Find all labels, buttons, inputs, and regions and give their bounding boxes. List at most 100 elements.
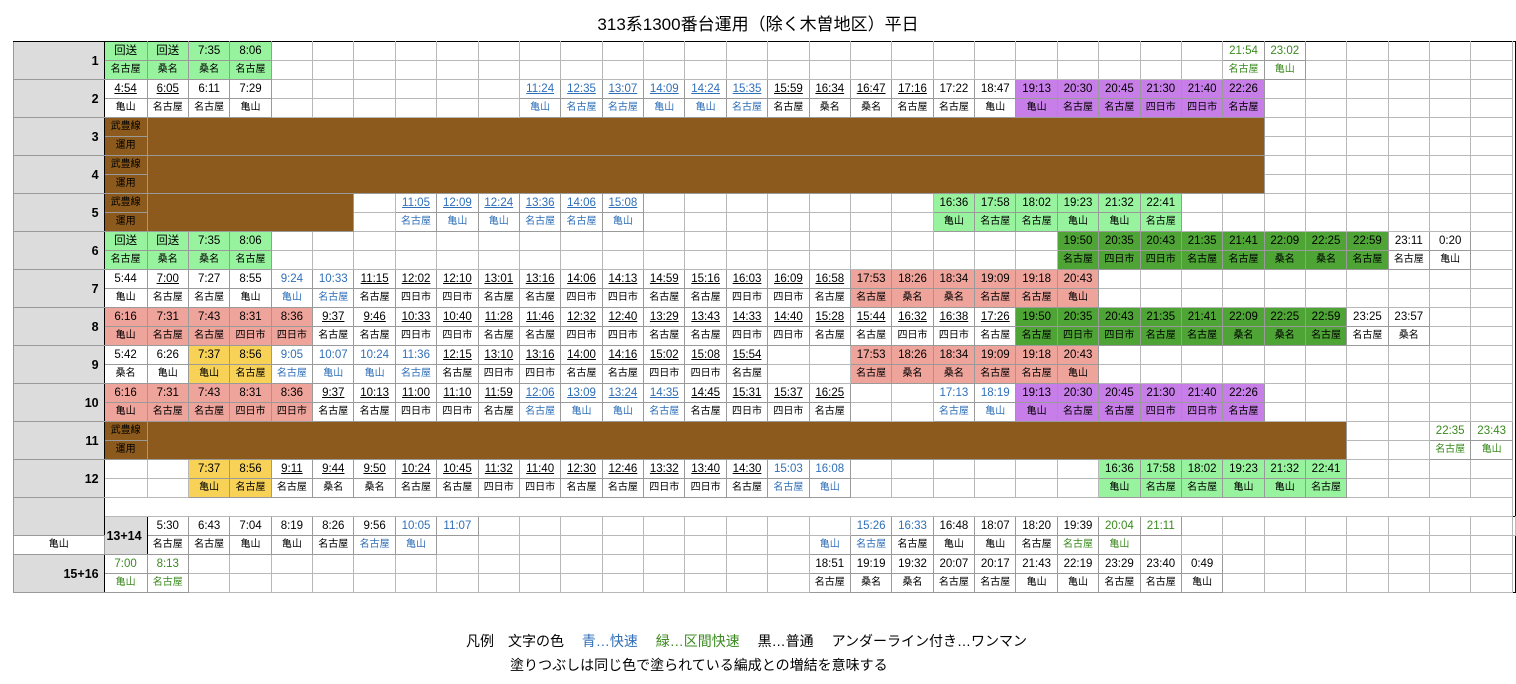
empty-cell [1222, 193, 1265, 213]
unit-number: 7 [13, 269, 105, 308]
destination: 名古屋 [518, 402, 562, 422]
empty-cell [270, 554, 314, 574]
unit-row-dest: 亀山 名古屋 名古屋 四日市 四日市 名古屋 名古屋 四日市 四日市 名古屋 名古屋 四日市 四日市 名古… [14, 326, 1516, 346]
empty-cell [1015, 250, 1058, 270]
brown-line-start: 武豊線 [103, 193, 148, 213]
departure-time: 22:41 [1304, 459, 1348, 479]
empty-cell [1428, 155, 1472, 175]
destination: 名古屋 [187, 402, 231, 422]
empty-cell [1180, 193, 1224, 213]
departure-time: 回送 [146, 231, 189, 251]
legend-rapid: 青…快速 [581, 633, 638, 649]
empty-cell [767, 554, 810, 574]
empty-cell [725, 212, 769, 232]
empty-cell [477, 250, 520, 270]
departure-time: 18:02 [1180, 459, 1224, 479]
empty-cell [643, 212, 686, 232]
departure-time: 回送 [146, 41, 189, 61]
destination: 名古屋 [1139, 212, 1182, 232]
empty-cell [1263, 212, 1306, 232]
destination: 四日市 [229, 402, 272, 422]
empty-cell [1222, 269, 1265, 289]
destination: 名古屋 [974, 364, 1017, 384]
empty-cell [270, 79, 314, 99]
empty-cell [1346, 288, 1389, 308]
departure-time: 19:18 [1015, 269, 1058, 289]
departure-time: 12:40 [601, 307, 645, 327]
departure-time: 6:43 [187, 516, 231, 536]
departure-time: 14:09 [643, 79, 686, 99]
unit-row: 5 武豊線 11:05 12:09 12:24 13:36 14:06 15:08 16:36 1… [13, 193, 1516, 232]
empty-cell [1304, 174, 1348, 194]
empty-cell [353, 573, 396, 593]
destination: 亀山 [394, 535, 438, 555]
departure-time: 23:29 [1098, 554, 1141, 574]
empty-cell [1304, 554, 1348, 574]
empty-cell [518, 554, 562, 574]
departure-time: 20:04 [1098, 516, 1141, 536]
empty-cell [560, 231, 603, 251]
departure-time: 11:05 [394, 193, 438, 213]
empty-cell [1470, 136, 1513, 156]
empty-cell [394, 98, 438, 118]
empty-cell [932, 250, 976, 270]
empty-cell [229, 554, 272, 574]
destination: 桑名 [932, 288, 976, 308]
destination: 名古屋 [187, 98, 231, 118]
empty-cell [1139, 269, 1182, 289]
legend-fill-note: 塗りつぶしは同じ色で塗られている編成との増結を意味する [510, 657, 888, 673]
legend-prefix: 凡例 文字の色 [466, 633, 564, 649]
empty-cell [1428, 459, 1472, 479]
empty-cell [1180, 212, 1224, 232]
departure-time: 21:32 [1263, 459, 1306, 479]
departure-time: 13:36 [518, 193, 562, 213]
destination: 亀山 [353, 364, 396, 384]
destination: 名古屋 [684, 326, 727, 346]
unit-row-dest: 亀山 名古屋 名古屋 桑名 桑名 名古屋 名古屋 亀山 亀山 名古屋 名古屋 亀山 [14, 573, 1516, 593]
destination: 亀山 [560, 402, 603, 422]
empty-cell [601, 250, 645, 270]
empty-cell [394, 554, 438, 574]
destination: 名古屋 [808, 573, 851, 593]
destination: 亀山 [1015, 573, 1058, 593]
destination: 名古屋 [270, 364, 314, 384]
destination: 亀山 [1222, 478, 1265, 498]
departure-time: 20:43 [1139, 231, 1182, 251]
empty-cell [1470, 478, 1513, 498]
destination: 名古屋 [1387, 250, 1431, 270]
departure-time: 16:36 [932, 193, 976, 213]
departure-time: 19:13 [1015, 79, 1058, 99]
empty-cell [849, 231, 893, 251]
destination: 名古屋 [394, 212, 438, 232]
departure-time: 20:35 [1056, 307, 1100, 327]
destination: 四日市 [436, 326, 479, 346]
empty-cell [808, 193, 851, 213]
empty-cell [436, 573, 479, 593]
destination: 亀山 [601, 212, 645, 232]
destination: 名古屋 [560, 98, 603, 118]
empty-cell [1180, 535, 1224, 555]
empty-cell [518, 250, 562, 270]
destination: 四日市 [518, 364, 562, 384]
empty-cell [767, 231, 810, 251]
empty-cell [1180, 41, 1224, 61]
empty-cell [1470, 269, 1513, 289]
destination: 亀山 [1470, 440, 1513, 460]
departure-time: 20:43 [1056, 269, 1100, 289]
departure-time: 13:07 [601, 79, 645, 99]
empty-cell [1428, 60, 1472, 80]
empty-cell [974, 231, 1017, 251]
destination: 亀山 [270, 535, 314, 555]
empty-cell [1263, 174, 1306, 194]
empty-cell [891, 231, 934, 251]
empty-cell [808, 41, 851, 61]
empty-cell [1470, 573, 1513, 593]
destination: 四日市 [643, 364, 686, 384]
empty-cell [767, 193, 810, 213]
destination: 亀山 [187, 364, 231, 384]
departure-time: 19:09 [974, 345, 1017, 365]
empty-cell [353, 41, 396, 61]
departure-time: 10:24 [394, 459, 438, 479]
empty-cell [1056, 459, 1100, 479]
empty-cell [394, 79, 438, 99]
